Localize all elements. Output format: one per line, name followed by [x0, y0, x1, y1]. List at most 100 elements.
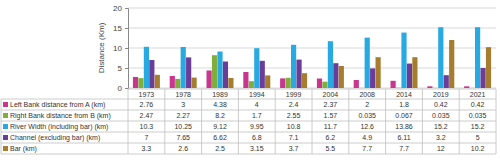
bar	[317, 79, 322, 88]
bar	[186, 57, 191, 88]
table-value: 0.035	[469, 112, 487, 119]
legend-swatch	[3, 102, 8, 107]
legend-label: River Width (including bar) (km)	[10, 123, 108, 131]
bar	[286, 78, 291, 88]
bar	[291, 45, 296, 88]
bar	[254, 48, 259, 88]
bars	[133, 27, 491, 88]
table-value: 7.7	[362, 145, 372, 152]
table-line	[385, 89, 386, 154]
table-value: 1.57	[324, 112, 338, 119]
table-value: 4	[255, 101, 259, 108]
bar	[391, 81, 396, 88]
bar	[322, 82, 327, 88]
bar	[333, 63, 338, 88]
bar	[401, 33, 406, 88]
bar	[354, 80, 359, 88]
tick-mark	[125, 28, 128, 29]
bar	[138, 78, 143, 88]
table-value: 0.035	[358, 112, 376, 119]
table-value: 9.95	[250, 123, 264, 130]
tick-mark	[125, 48, 128, 49]
bar	[155, 75, 160, 88]
table-value: 3.15	[250, 145, 264, 152]
table-value: 3.7	[289, 145, 299, 152]
bar	[365, 38, 370, 88]
chart: 05101520Distance (Km)1973197819891994199…	[0, 0, 500, 160]
table-value: 2.37	[324, 101, 338, 108]
table-line	[348, 89, 349, 154]
tick-label: 5	[118, 64, 123, 73]
table-value: 12.6	[360, 123, 374, 130]
bar	[407, 64, 412, 88]
table-line	[312, 89, 313, 154]
legend-swatch	[3, 124, 8, 129]
table-value: 12	[437, 145, 445, 152]
bar	[475, 27, 480, 88]
bar	[470, 87, 475, 88]
bar	[339, 66, 344, 88]
legend-label: Channel (excluding bar) (km)	[10, 134, 100, 142]
bar	[181, 47, 186, 88]
bar	[212, 55, 217, 88]
category-label: 2019	[433, 91, 449, 98]
category-label: 1989	[212, 91, 228, 98]
table-line	[1, 99, 496, 100]
legend-label: Left Bank distance from A (km)	[10, 101, 105, 109]
tick-label: 0	[118, 84, 123, 93]
table-line	[1, 121, 496, 122]
table-value: 2.6	[178, 145, 188, 152]
bar	[370, 68, 375, 88]
table-value: 6.2	[326, 134, 336, 141]
axis-line	[125, 9, 129, 89]
axis-title: Distance (Km)	[97, 22, 106, 73]
bar	[133, 77, 138, 88]
table-line	[1, 110, 496, 111]
bar	[328, 41, 333, 88]
category-label: 1994	[249, 91, 265, 98]
table-value: 2.76	[140, 101, 154, 108]
bar	[396, 87, 401, 88]
bar	[228, 78, 233, 88]
table-value: 5	[476, 134, 480, 141]
bar	[296, 60, 301, 88]
legend-swatch	[3, 146, 8, 151]
bar	[444, 75, 449, 88]
grid-line	[128, 8, 496, 9]
table-value: 2.55	[287, 112, 301, 119]
bar	[464, 86, 469, 88]
legend-label: Right Bank distance from B (km)	[10, 112, 111, 120]
tick-mark	[125, 88, 128, 89]
tick: 10	[113, 44, 128, 53]
table-value: 15.2	[434, 123, 448, 130]
table-value: 10.25	[174, 123, 192, 130]
table-value: 0.067	[395, 112, 413, 119]
legend-label: Bar (km)	[10, 145, 37, 153]
legend-swatch	[3, 135, 8, 140]
table-value: 2.4	[289, 101, 299, 108]
table-line	[1, 132, 496, 133]
bar	[412, 57, 417, 88]
grid	[128, 8, 496, 88]
bar	[486, 47, 491, 88]
table-line	[164, 89, 165, 154]
table-value: 7.65	[176, 134, 190, 141]
legend-swatch	[3, 113, 8, 118]
table-value: 13.86	[395, 123, 413, 130]
table-value: 3.3	[142, 145, 152, 152]
table-value: 2.5	[215, 145, 225, 152]
tick-label: 20	[113, 4, 122, 13]
bar	[265, 75, 270, 88]
category-label: 2021	[470, 91, 486, 98]
bar	[438, 27, 443, 88]
bar	[427, 86, 432, 88]
tick-label: 15	[113, 24, 122, 33]
table-line	[422, 89, 423, 154]
bar	[359, 87, 364, 88]
table-value: 15.2	[471, 123, 485, 130]
bar	[449, 40, 454, 88]
category-label: 2008	[359, 91, 375, 98]
table-line	[1, 99, 2, 154]
table-value: 0.42	[434, 101, 448, 108]
table-value: 5.5	[326, 145, 336, 152]
